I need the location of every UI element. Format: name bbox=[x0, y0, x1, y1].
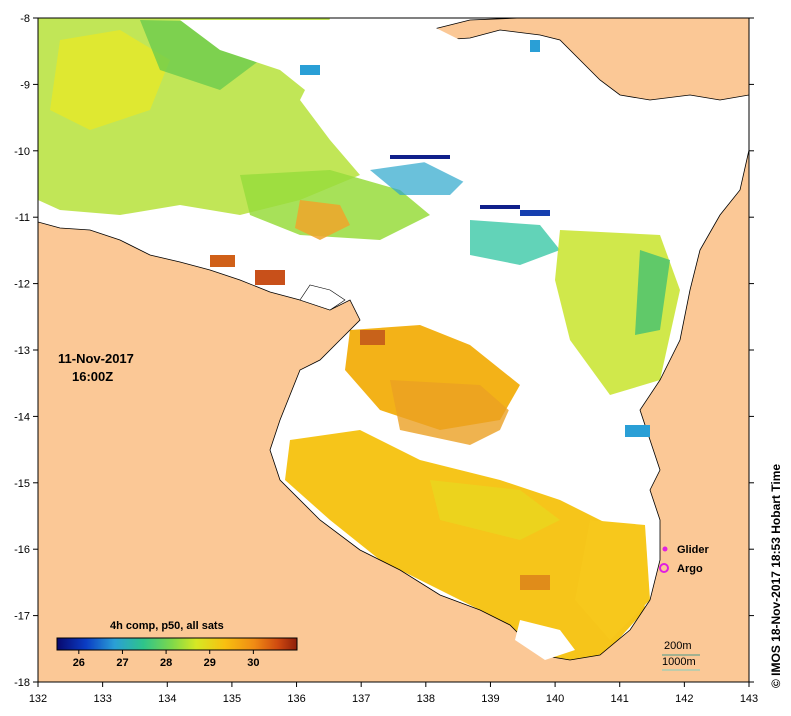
colorbar-tick-label: 28 bbox=[160, 657, 172, 669]
warm-specks bbox=[210, 255, 550, 590]
y-axis: -8 -9 -10 -11 -12 -13 -14 -15 -16 -17 -18 bbox=[14, 13, 754, 689]
colorbar: 4h comp, p50, all sats 26 27 28 29 30 bbox=[56, 620, 298, 669]
y-tick-label: -11 bbox=[15, 212, 30, 224]
plot-area bbox=[38, 18, 749, 682]
y-tick-label: -10 bbox=[14, 146, 30, 158]
colorbar-title: 4h comp, p50, all sats bbox=[110, 620, 224, 632]
y-tick-label: -16 bbox=[14, 544, 30, 556]
x-tick-label: 132 bbox=[29, 693, 47, 705]
date-label: 11-Nov-2017 bbox=[58, 351, 134, 366]
glider-marker bbox=[662, 546, 668, 552]
x-tick-label: 134 bbox=[158, 693, 176, 705]
x-tick-label: 133 bbox=[93, 693, 111, 705]
y-tick-label: -17 bbox=[14, 611, 30, 623]
colorbar-tick-label: 30 bbox=[247, 657, 259, 669]
x-tick-label: 143 bbox=[740, 693, 758, 705]
x-tick-label: 140 bbox=[546, 693, 564, 705]
colorbar-tick-label: 26 bbox=[73, 657, 85, 669]
x-tick-label: 139 bbox=[481, 693, 499, 705]
y-tick-label: -15 bbox=[14, 478, 30, 490]
y-tick-label: -18 bbox=[14, 677, 30, 689]
y-tick-label: -12 bbox=[14, 279, 30, 291]
colorbar-tick-label: 27 bbox=[116, 657, 128, 669]
y-tick-label: -13 bbox=[14, 345, 30, 357]
colorbar-ticks: 26 27 28 29 30 bbox=[73, 650, 259, 669]
x-tick-label: 136 bbox=[287, 693, 305, 705]
glider-label: Glider bbox=[677, 544, 710, 556]
time-label: 16:00Z bbox=[72, 369, 113, 384]
sst-north-patches bbox=[38, 18, 560, 265]
argo-label: Argo bbox=[677, 563, 703, 575]
x-tick-label: 138 bbox=[417, 693, 435, 705]
x-axis: 132 133 134 135 136 137 138 139 140 141 142 143 bbox=[29, 682, 758, 705]
depth-200-label: 200m bbox=[664, 640, 692, 652]
depth-legend: 200m 1000m bbox=[662, 640, 700, 671]
platform-legend: Glider Argo bbox=[659, 544, 710, 575]
x-tick-label: 141 bbox=[611, 693, 629, 705]
y-tick-label: -8 bbox=[20, 13, 30, 25]
colorbar-tick-label: 29 bbox=[204, 657, 216, 669]
cold-specks bbox=[300, 40, 650, 437]
colorbar-gradient bbox=[56, 637, 298, 651]
credit-text: © IMOS 18-Nov-2017 18:53 Hobart Time bbox=[769, 464, 783, 688]
sst-gulf-patches bbox=[285, 230, 680, 660]
x-tick-label: 135 bbox=[223, 693, 241, 705]
argo-marker bbox=[659, 563, 669, 573]
y-tick-label: -14 bbox=[14, 411, 30, 423]
cloud-masks bbox=[180, 20, 650, 660]
x-tick-label: 142 bbox=[675, 693, 693, 705]
y-tick-label: -9 bbox=[20, 79, 30, 91]
x-tick-label: 137 bbox=[352, 693, 370, 705]
depth-1000-label: 1000m bbox=[662, 656, 696, 668]
land bbox=[38, 18, 749, 682]
